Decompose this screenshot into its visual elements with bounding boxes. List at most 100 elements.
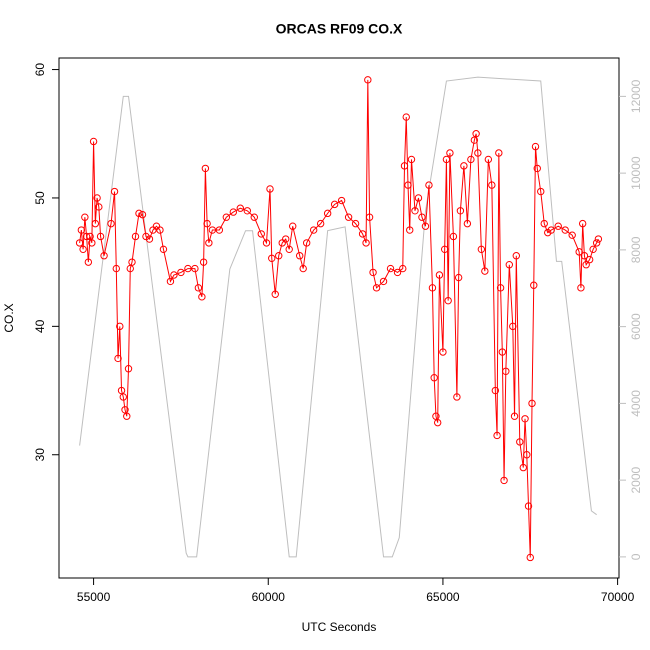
- data-point: [344, 213, 353, 221]
- data-point: [519, 463, 527, 472]
- data-point: [491, 386, 500, 395]
- data-point: [547, 226, 555, 234]
- y-tick-label: 40: [33, 319, 47, 333]
- y2-tick-label: 2000: [629, 466, 643, 493]
- y2-tick-label: 10000: [629, 156, 643, 190]
- data-point: [82, 232, 91, 241]
- data-point: [393, 268, 402, 277]
- data-point: [96, 232, 105, 241]
- data-point: [131, 232, 140, 241]
- y2-tick-label: 12000: [629, 79, 643, 113]
- data-point: [257, 230, 265, 238]
- data-point: [505, 261, 514, 269]
- data-point: [369, 268, 377, 277]
- data-point: [208, 226, 217, 234]
- y-tick-label: 30: [33, 448, 47, 462]
- data-point: [399, 264, 407, 273]
- data-point: [521, 415, 529, 423]
- data-point: [502, 367, 510, 375]
- y-axis-label: CO.X: [2, 303, 16, 332]
- data-point: [442, 155, 451, 164]
- data-point: [159, 245, 168, 254]
- data-point: [191, 264, 199, 273]
- data-point: [110, 187, 119, 196]
- series-line: [79, 76, 597, 558]
- data-point: [406, 226, 414, 234]
- data-point: [386, 264, 395, 273]
- data-point: [439, 348, 447, 356]
- y2-tick-label: 4000: [629, 390, 643, 417]
- data-point: [528, 399, 536, 408]
- data-point: [531, 142, 540, 151]
- y2-tick-label: 8000: [629, 236, 643, 263]
- data-point: [138, 210, 147, 219]
- data-point: [594, 235, 603, 243]
- data-point: [100, 252, 108, 260]
- data-point: [330, 200, 339, 209]
- data-point: [510, 412, 519, 420]
- data-point: [428, 284, 437, 292]
- data-point: [184, 264, 192, 273]
- data-point: [135, 209, 143, 218]
- data-point: [500, 476, 508, 485]
- data-point: [414, 194, 423, 202]
- data-point: [460, 162, 468, 170]
- data-point: [128, 258, 136, 266]
- data-point: [316, 219, 325, 228]
- data-point: [299, 264, 307, 273]
- data-point: [114, 354, 122, 363]
- data-point: [156, 226, 164, 234]
- data-point: [404, 181, 412, 189]
- data-point: [123, 412, 131, 420]
- data-point: [488, 181, 496, 189]
- data-point: [526, 553, 534, 562]
- data-point: [495, 149, 503, 157]
- data-point: [77, 226, 86, 234]
- data-point: [222, 213, 231, 221]
- data-point: [402, 113, 410, 121]
- data-point: [568, 231, 576, 239]
- data-point: [205, 239, 213, 247]
- data-point: [400, 162, 409, 170]
- data-point: [407, 155, 416, 164]
- data-point: [453, 393, 461, 401]
- data-point: [266, 185, 274, 193]
- data-point: [358, 230, 367, 238]
- data-point: [81, 213, 89, 221]
- data-point: [282, 235, 290, 243]
- data-point: [268, 254, 276, 262]
- data-point: [444, 296, 452, 305]
- data-point: [116, 322, 124, 331]
- data-point: [575, 248, 583, 256]
- data-point: [112, 264, 120, 273]
- data-point: [75, 239, 84, 247]
- data-point: [435, 271, 444, 279]
- data-point: [477, 245, 486, 254]
- data-point: [585, 255, 594, 264]
- y2-tick-label: 6000: [629, 313, 643, 340]
- chart-title: ORCAS RF09 CO.X: [276, 21, 403, 37]
- data-point: [516, 438, 524, 446]
- data-point: [484, 155, 493, 164]
- data-point: [425, 181, 433, 189]
- y2-tick-label: 0: [629, 553, 643, 560]
- data-point: [509, 322, 517, 331]
- data-point: [474, 149, 482, 157]
- data-point: [262, 239, 271, 247]
- data-point: [194, 284, 203, 292]
- data-point: [440, 245, 449, 254]
- data-point: [512, 252, 520, 260]
- data-point: [145, 235, 154, 243]
- plot-frame: [58, 57, 620, 579]
- data-point: [481, 267, 489, 275]
- data-point: [379, 277, 388, 286]
- data-point: [351, 219, 360, 228]
- data-point: [271, 290, 279, 298]
- data-point: [275, 252, 283, 260]
- data-point: [533, 164, 541, 173]
- x-axis-label: UTC Seconds: [302, 620, 377, 634]
- x-tick-label: 60000: [252, 590, 286, 604]
- data-point: [540, 219, 548, 228]
- data-point: [561, 226, 569, 234]
